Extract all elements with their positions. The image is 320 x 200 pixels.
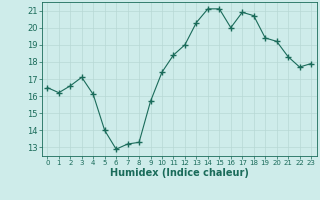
X-axis label: Humidex (Indice chaleur): Humidex (Indice chaleur) <box>110 168 249 178</box>
